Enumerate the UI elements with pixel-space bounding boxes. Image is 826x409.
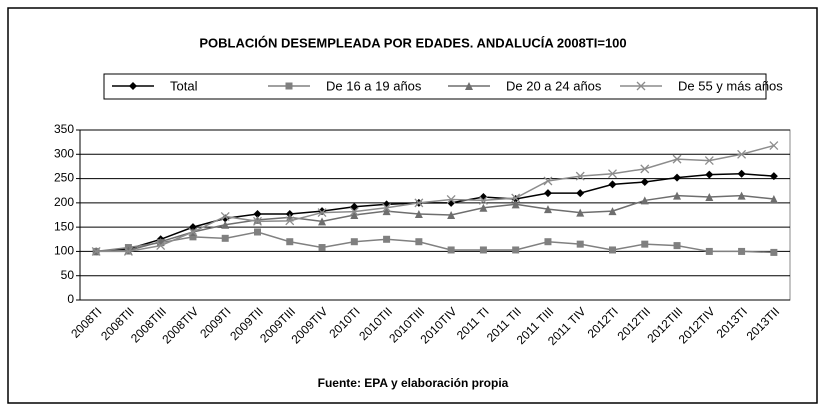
marker xyxy=(672,154,682,164)
marker xyxy=(575,171,585,181)
marker xyxy=(414,198,424,208)
y-tick-label: 250 xyxy=(54,171,74,185)
marker xyxy=(447,211,456,219)
marker xyxy=(123,246,133,256)
marker xyxy=(738,247,746,255)
y-tick-label: 350 xyxy=(54,122,74,136)
marker xyxy=(479,203,488,212)
marker xyxy=(253,216,262,226)
marker xyxy=(349,207,359,217)
marker xyxy=(253,210,262,219)
marker xyxy=(350,238,358,246)
marker xyxy=(286,238,294,246)
marker xyxy=(220,211,230,221)
series-line xyxy=(96,194,774,253)
marker xyxy=(285,216,295,226)
marker xyxy=(415,238,423,246)
marker xyxy=(543,189,552,198)
marker xyxy=(737,169,746,178)
marker xyxy=(673,242,681,250)
marker xyxy=(704,156,714,166)
marker xyxy=(609,246,616,254)
chart-title: POBLACIÓN DESEMPLEADA POR EDADES. ANDALU… xyxy=(199,35,626,50)
y-tick-label: 100 xyxy=(54,244,74,258)
y-tick-label: 200 xyxy=(54,195,74,209)
marker xyxy=(576,240,584,248)
marker xyxy=(705,193,714,202)
marker xyxy=(737,149,747,159)
marker xyxy=(576,189,585,198)
marker xyxy=(156,241,166,251)
marker xyxy=(544,238,552,246)
legend-label: De 20 a 24 años xyxy=(506,78,602,93)
marker xyxy=(737,191,746,200)
marker xyxy=(769,141,779,151)
y-tick-label: 0 xyxy=(67,292,74,306)
y-tick-label: 50 xyxy=(61,268,75,282)
marker xyxy=(382,207,391,216)
series-line xyxy=(96,172,774,253)
marker xyxy=(576,208,585,217)
marker xyxy=(769,172,778,181)
marker xyxy=(641,240,649,248)
marker xyxy=(608,207,617,216)
source-note: Fuente: EPA y elaboración propia xyxy=(318,376,509,390)
legend xyxy=(103,73,767,100)
marker xyxy=(640,164,650,174)
marker xyxy=(318,244,326,252)
marker xyxy=(511,200,520,209)
marker xyxy=(254,228,261,236)
y-tick-label: 150 xyxy=(54,219,74,233)
marker xyxy=(608,180,617,189)
legend-label: De 55 y más años xyxy=(678,78,783,93)
marker xyxy=(640,196,649,205)
marker xyxy=(673,191,682,200)
marker xyxy=(673,173,682,182)
frame xyxy=(7,7,818,404)
marker xyxy=(221,234,229,242)
marker xyxy=(512,246,520,254)
marker xyxy=(317,208,327,218)
marker xyxy=(91,246,101,256)
marker xyxy=(221,220,230,229)
marker xyxy=(447,246,455,254)
marker xyxy=(769,194,778,203)
marker xyxy=(608,169,617,179)
marker xyxy=(446,194,456,204)
marker xyxy=(640,177,649,186)
marker xyxy=(543,205,552,214)
marker xyxy=(636,81,646,91)
marker xyxy=(318,217,327,226)
marker xyxy=(770,248,778,256)
legend-label: Total xyxy=(170,78,198,93)
marker xyxy=(188,227,198,237)
marker xyxy=(705,247,713,255)
marker xyxy=(189,233,197,241)
marker xyxy=(705,170,714,179)
marker xyxy=(543,176,553,186)
marker xyxy=(383,235,391,243)
series-line xyxy=(96,144,775,253)
marker xyxy=(129,82,137,90)
marker xyxy=(124,246,133,255)
series-line xyxy=(96,231,774,254)
marker xyxy=(350,211,359,219)
marker xyxy=(382,203,392,213)
marker xyxy=(285,82,293,90)
y-tick-label: 300 xyxy=(54,146,74,160)
marker xyxy=(479,246,487,254)
marker xyxy=(414,210,423,219)
marker xyxy=(465,82,473,90)
marker xyxy=(478,195,488,205)
legend-label: De 16 a 19 años xyxy=(326,78,422,93)
marker xyxy=(511,193,521,203)
